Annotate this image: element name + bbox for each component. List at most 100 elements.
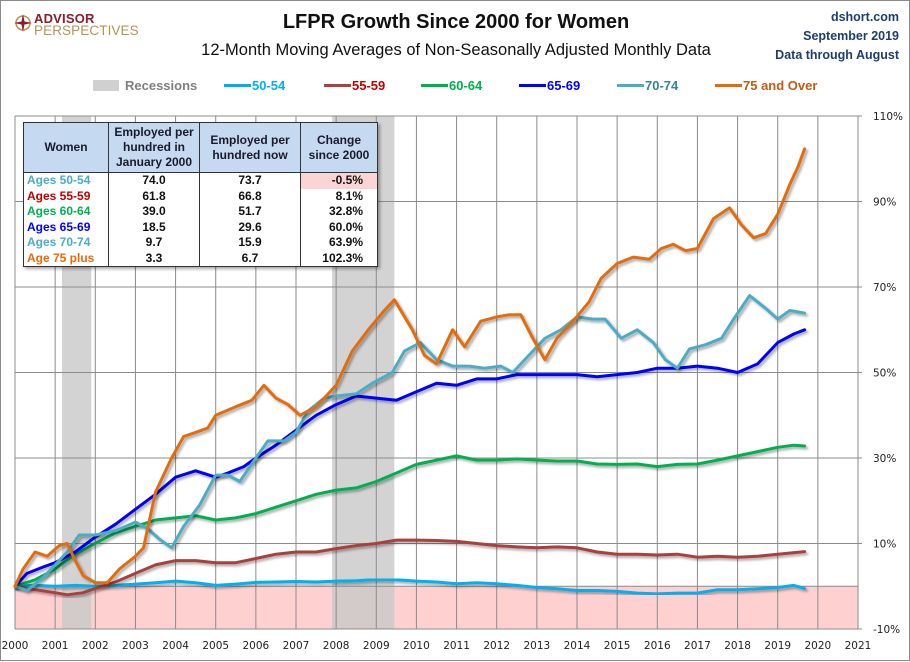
table-header-now: Employed per hundred now (199, 122, 301, 173)
row-label: Ages 55-59 (23, 188, 109, 204)
x-tick-label: 2016 (644, 640, 671, 652)
row-change: 102.3% (300, 250, 378, 267)
row-now: 51.7 (199, 204, 301, 220)
source-info: dshort.com September 2019 Data through A… (775, 8, 899, 65)
y-tick-label: 30% (873, 453, 896, 465)
row-now: 29.6 (199, 219, 301, 235)
table-header-women: Women (23, 122, 109, 173)
row-jan2000: 74.0 (108, 172, 200, 189)
series-line-60-64 (13, 443, 807, 588)
y-tick-label: 10% (873, 539, 896, 551)
series-line-50-54 (13, 577, 807, 596)
y-axis-labels: -10% 10% 30% 50% 70% 90% 110% (873, 111, 903, 636)
x-tick-label: 2014 (564, 640, 591, 652)
table-row: Age 75 plus 3.3 6.7 102.3% (23, 250, 378, 267)
table-header-row: Women Employed per hundred in January 20… (23, 122, 378, 173)
y-tick-label: -10% (873, 624, 900, 636)
row-jan2000: 18.5 (108, 219, 200, 235)
y-tick-label: 50% (873, 368, 896, 380)
row-label: Ages 50-54 (23, 172, 109, 189)
gridlines (14, 115, 862, 630)
legend-swatch-55-59 (324, 84, 351, 87)
row-jan2000: 9.7 (108, 235, 200, 251)
table-row: Ages 55-59 61.8 66.8 8.1% (23, 188, 378, 204)
row-now: 66.8 (199, 188, 301, 204)
table-header-jan2000: Employed per hundred in January 2000 (108, 122, 200, 173)
x-tick-label: 2004 (162, 640, 189, 652)
legend-swatch-75-and-over (715, 84, 742, 87)
x-tick-label: 2008 (323, 640, 350, 652)
row-label: Ages 65-69 (23, 219, 109, 235)
x-tick-label: 2015 (604, 640, 631, 652)
compass-star-icon (14, 14, 32, 32)
x-tick-label: 2013 (523, 640, 550, 652)
row-change: 8.1% (300, 188, 378, 204)
legend-swatch-65-69 (519, 84, 546, 87)
source-site: dshort.com (830, 10, 899, 24)
row-label: Age 75 plus (23, 250, 109, 267)
series-line-75-and-over (13, 147, 807, 588)
negative-band-layer (15, 586, 858, 629)
legend-label-50-54: 50-54 (252, 78, 286, 93)
legend-label-75-and-over: 75 and Over (743, 78, 818, 93)
legend-label-recessions: Recessions (125, 78, 198, 93)
table-row: Ages 50-54 74.0 73.7 -0.5% (23, 172, 378, 189)
source-through: Data through August (775, 48, 899, 62)
logo-text-bottom: PERSPECTIVES (34, 23, 139, 38)
table-row: Ages 60-64 39.0 51.7 32.8% (23, 204, 378, 220)
row-now: 15.9 (199, 235, 301, 251)
row-jan2000: 61.8 (108, 188, 200, 204)
y-tick-label: 90% (873, 197, 896, 209)
legend-item-55-59: 55-59 (324, 77, 385, 95)
x-tick-label: 2021 (845, 640, 872, 652)
row-label: Ages 60-64 (23, 204, 109, 220)
row-change: 63.9% (300, 235, 378, 251)
legend-item-recessions: Recessions (93, 77, 197, 95)
x-tick-label: 2009 (363, 640, 390, 652)
legend-label-60-64: 60-64 (449, 78, 483, 93)
x-tick-label: 2007 (283, 640, 310, 652)
x-tick-label: 2018 (724, 640, 751, 652)
negative-band (15, 586, 858, 629)
advisor-perspectives-logo: ADVISOR PERSPECTIVES (12, 9, 142, 39)
legend-swatch-60-64 (421, 84, 448, 87)
y-tick-label: 110% (873, 111, 903, 123)
x-tick-label: 2020 (804, 640, 831, 652)
legend-item-75-and-over: 75 and Over (715, 77, 817, 95)
row-change: 60.0% (300, 219, 378, 235)
x-tick-label: 2003 (122, 640, 149, 652)
legend-item-65-69: 65-69 (519, 77, 580, 95)
row-label: Ages 70-74 (23, 235, 109, 251)
chart-title: LFPR Growth Since 2000 for Women (282, 11, 630, 33)
series-layer (13, 147, 807, 597)
series-line-70-74 (13, 294, 807, 592)
series-line-55-59 (13, 538, 807, 597)
legend-item-50-54: 50-54 (224, 77, 285, 95)
legend-label-70-74: 70-74 (645, 78, 679, 93)
row-jan2000: 39.0 (108, 204, 200, 220)
legend-swatch-70-74 (617, 84, 644, 87)
y-tick-label: 70% (873, 282, 896, 294)
x-tick-label: 2017 (684, 640, 711, 652)
legend-swatch-50-54 (224, 84, 251, 87)
legend-item-70-74: 70-74 (617, 77, 678, 95)
x-tick-label: 2001 (42, 640, 69, 652)
legend-swatch-recessions (93, 80, 119, 91)
logo-text-top: ADVISOR (34, 11, 95, 26)
row-now: 6.7 (199, 250, 301, 267)
table-row: Ages 65-69 18.5 29.6 60.0% (23, 219, 378, 235)
chart-subtitle: 12-Month Moving Averages of Non-Seasonal… (201, 41, 711, 59)
legend-label-65-69: 65-69 (547, 78, 581, 93)
x-tick-label: 2006 (242, 640, 269, 652)
legend-item-60-64: 60-64 (421, 77, 482, 95)
row-jan2000: 3.3 (108, 250, 200, 267)
row-change: 32.8% (300, 204, 378, 220)
x-tick-label: 2011 (443, 640, 470, 652)
x-tick-label: 2002 (82, 640, 109, 652)
x-tick-label: 2019 (764, 640, 791, 652)
row-change: -0.5% (300, 172, 378, 189)
x-axis-labels: 2000 2001 2002 2003 2004 2005 2006 2007 2008 2009… (2, 640, 872, 652)
x-tick-label: 2005 (202, 640, 229, 652)
